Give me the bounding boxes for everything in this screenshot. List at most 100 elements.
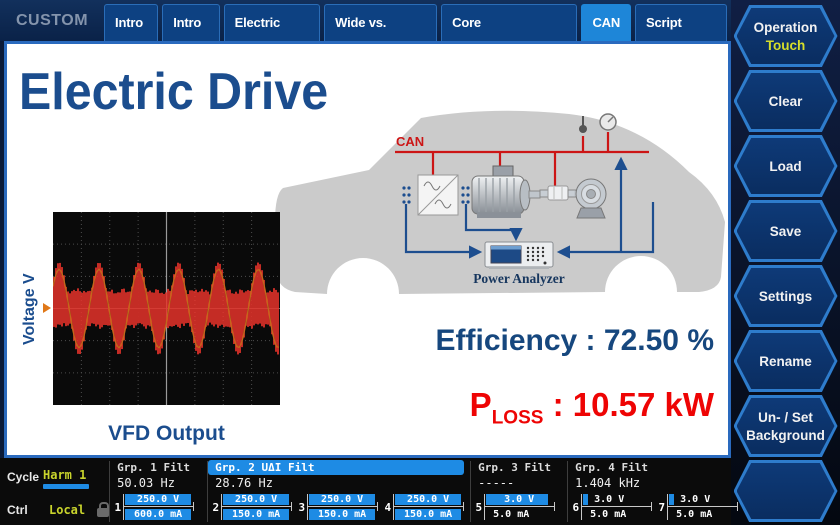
unset-background-button[interactable]: Un- / Set Background xyxy=(733,395,838,457)
channel-7-voltage-range: 3.0 V xyxy=(669,494,736,505)
group-4-name[interactable]: Grp. 4 Filt xyxy=(575,461,648,474)
channel-7-number: 7 xyxy=(658,500,666,514)
group-3-panel: Grp. 3 Filt ----- 5 3.0 V 5.0 mA xyxy=(471,458,567,525)
rename-label: Rename xyxy=(759,353,812,369)
channel-6-number: 6 xyxy=(572,500,580,514)
efficiency-value: 72.50 % xyxy=(603,324,714,357)
motor-icon xyxy=(471,165,541,218)
unset-background-label-line2: Background xyxy=(746,427,825,443)
settings-label: Settings xyxy=(758,288,813,304)
power-loss-readout: PLOSS : 10.57 kW xyxy=(470,386,714,430)
coupling-icon xyxy=(539,185,577,201)
temperature-sensor-icon xyxy=(579,116,587,133)
save-button[interactable]: Save xyxy=(733,200,838,262)
channel-2-current-range: 150.0 mA xyxy=(223,509,290,520)
power-analyzer-icon xyxy=(484,241,554,269)
lock-icon xyxy=(97,501,110,517)
can-bus xyxy=(395,132,649,189)
channel-6-current-range: 5.0 mA xyxy=(590,509,627,520)
group-1-name[interactable]: Grp. 1 Filt xyxy=(117,461,190,474)
terminal-dots xyxy=(402,186,470,204)
softkey-sidebar: Operation Touch Clear Load Save Settings… xyxy=(731,0,840,525)
measurement-links xyxy=(404,156,655,259)
status-bar: Cycle Harm 1 Ctrl Local Grp. 1 Filt 50.0… xyxy=(0,458,739,525)
efficiency-readout: Efficiency : 72.50 % xyxy=(436,324,715,358)
group-4-frequency: 1.404 kHz xyxy=(575,476,641,490)
channel-4-current-range: 150.0 mA xyxy=(395,509,462,520)
trigger-level-marker-icon xyxy=(43,303,51,313)
ctrl-mode-value[interactable]: Local xyxy=(49,503,86,517)
pwm-waveform xyxy=(52,212,280,405)
tab-intro-i[interactable]: Intro I xyxy=(104,4,159,55)
cycle-mode-indicator[interactable]: Harm 1 xyxy=(43,464,89,489)
cycle-progress-bar xyxy=(43,484,89,489)
channel-3[interactable]: 3 250.0 V 150.0 mA xyxy=(297,493,379,521)
empty-softkey-button[interactable] xyxy=(733,460,838,522)
custom-menu-label: CUSTOM xyxy=(16,11,89,29)
group-4-panel: Grp. 4 Filt 1.404 kHz 6 3.0 V 5.0 mA 7 3… xyxy=(568,458,739,525)
cycle-mode-value: Harm 1 xyxy=(43,468,87,482)
save-label: Save xyxy=(769,223,802,239)
group-3-name[interactable]: Grp. 3 Filt xyxy=(478,461,551,474)
inverter-icon xyxy=(417,174,459,216)
efficiency-label: Efficiency : xyxy=(435,324,596,357)
channel-5[interactable]: 5 3.0 V 5.0 mA xyxy=(474,493,556,521)
ploss-subscript: LOSS xyxy=(491,407,544,429)
clear-button[interactable]: Clear xyxy=(733,70,838,132)
clear-label: Clear xyxy=(768,93,803,109)
group-3-frequency: ----- xyxy=(478,476,515,490)
channel-2-voltage-range: 250.0 V xyxy=(223,494,290,505)
channel-3-current-range: 150.0 mA xyxy=(309,509,376,520)
tab-electric-drive[interactable]: Electric Drive xyxy=(223,4,321,55)
channel-4-voltage-range: 250.0 V xyxy=(395,494,462,505)
channel-5-current-range: 5.0 mA xyxy=(493,509,530,520)
power-analyzer-label: Power Analyzer xyxy=(473,271,565,286)
tab-core-characteristics[interactable]: Core Characteristics xyxy=(441,4,578,55)
load-label: Load xyxy=(769,158,802,174)
electric-drive-diagram: CAN xyxy=(275,110,725,294)
status-left-panel: Cycle Harm 1 Ctrl Local xyxy=(0,458,110,525)
tab-wide-vs-narrow[interactable]: Wide vs. Narrow xyxy=(324,4,438,55)
ploss-value: 10.57 kW xyxy=(572,386,714,423)
channel-6[interactable]: 6 3.0 V 5.0 mA xyxy=(571,493,653,521)
channel-2[interactable]: 2 250.0 V 150.0 mA xyxy=(211,493,293,521)
channel-5-voltage-range: 3.0 V xyxy=(486,494,553,505)
channel-1-voltage-range: 250.0 V xyxy=(125,494,192,505)
gauge-icon xyxy=(599,113,617,131)
tab-intro-ii[interactable]: Intro II xyxy=(162,4,220,55)
channel-5-number: 5 xyxy=(475,500,483,514)
channel-1[interactable]: 1 250.0 V 600.0 mA xyxy=(113,493,195,521)
channel-7-current-range: 5.0 mA xyxy=(676,509,713,520)
can-bus-label: CAN xyxy=(396,134,424,149)
cycle-label: Cycle xyxy=(7,469,40,484)
group-1-frequency: 50.03 Hz xyxy=(117,476,175,490)
load-machine-icon xyxy=(574,178,607,219)
group-2-name[interactable]: Grp. 2 UΔI Filt xyxy=(208,460,465,475)
vfd-scope xyxy=(52,212,280,405)
operation-mode-value: Touch xyxy=(765,37,806,53)
rename-button[interactable]: Rename xyxy=(733,330,838,392)
operation-button[interactable]: Operation Touch xyxy=(733,5,838,67)
operation-label: Operation xyxy=(753,19,818,35)
main-content: Electric Drive CAN xyxy=(4,41,731,458)
channel-1-number: 1 xyxy=(114,500,122,514)
ctrl-label: Ctrl xyxy=(7,503,28,517)
channel-3-number: 3 xyxy=(298,500,306,514)
load-button[interactable]: Load xyxy=(733,135,838,197)
tab-bar: CUSTOM Intro I Intro II Electric Drive W… xyxy=(0,0,731,55)
page-title: Electric Drive xyxy=(19,63,329,121)
channel-4-number: 4 xyxy=(384,500,392,514)
tab-script-editor[interactable]: Script Editor xyxy=(635,4,727,55)
group-1-panel: Grp. 1 Filt 50.03 Hz 1 250.0 V 600.0 mA xyxy=(110,458,207,525)
unset-background-label-line1: Un- / Set xyxy=(758,409,813,425)
channel-3-voltage-range: 250.0 V xyxy=(309,494,376,505)
group-2-frequency: 28.76 Hz xyxy=(215,476,273,490)
ploss-separator: : xyxy=(543,386,573,423)
scope-y-axis-label: Voltage V xyxy=(21,273,38,345)
channel-7[interactable]: 7 3.0 V 5.0 mA xyxy=(657,493,739,521)
channel-1-current-range: 600.0 mA xyxy=(125,509,192,520)
tab-can[interactable]: CAN xyxy=(581,4,632,41)
channel-4[interactable]: 4 250.0 V 150.0 mA xyxy=(383,493,465,521)
settings-button[interactable]: Settings xyxy=(733,265,838,327)
channel-2-number: 2 xyxy=(212,500,220,514)
